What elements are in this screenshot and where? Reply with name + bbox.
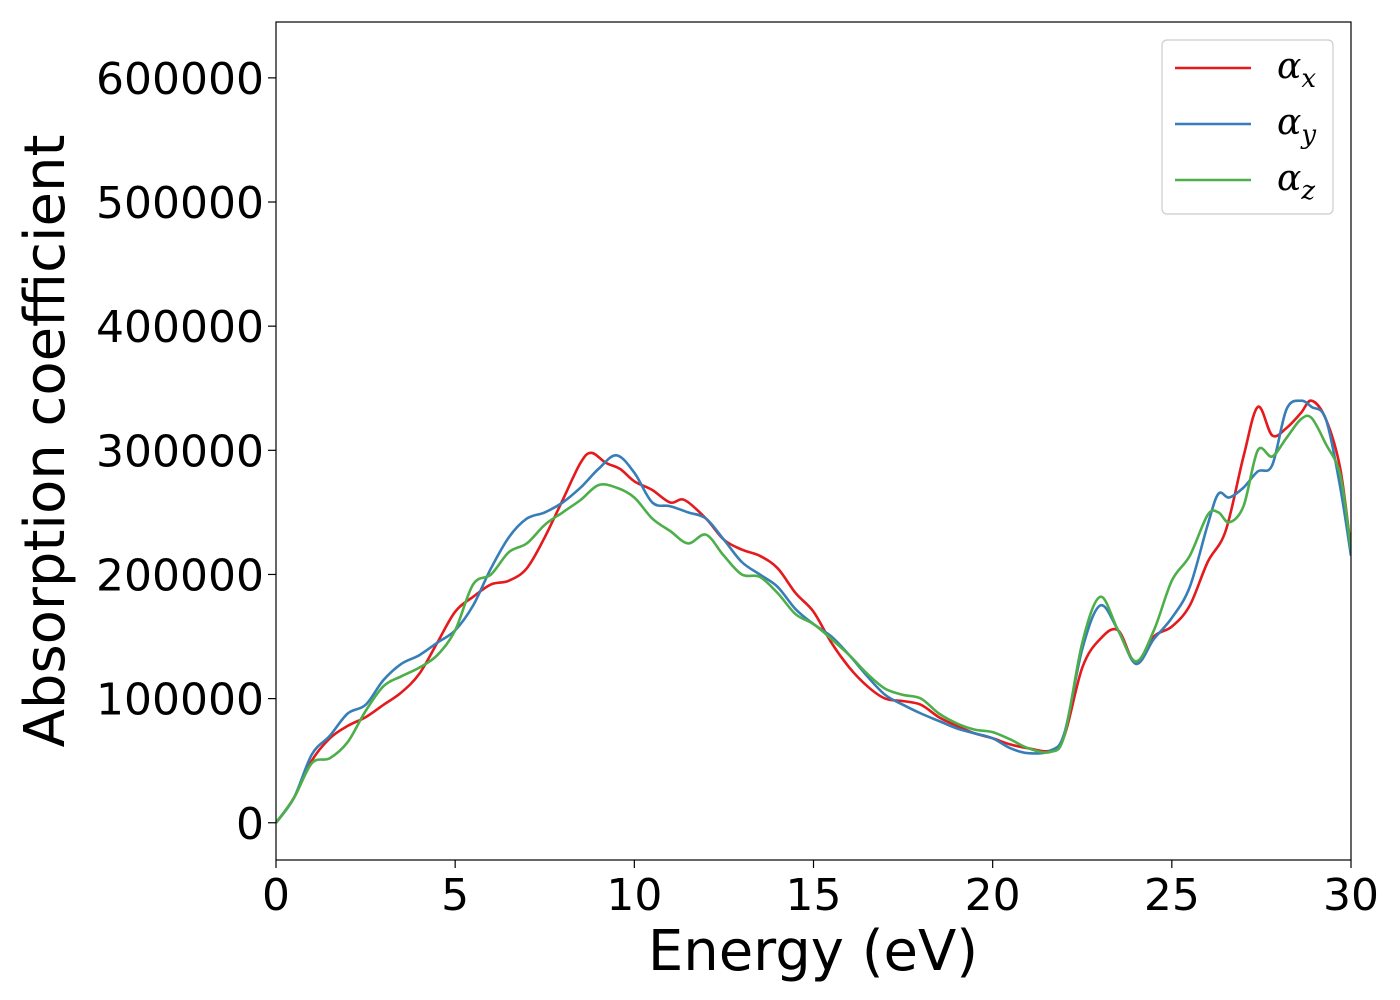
y-tick-label: 0 <box>236 799 264 850</box>
y-axis-label: Absorption coefficient <box>13 135 78 748</box>
x-axis-label: Energy (eV) <box>648 919 978 984</box>
y-tick-label: 600000 <box>96 54 264 105</box>
series-line-z <box>276 414 1351 824</box>
y-tick-label: 100000 <box>96 675 264 726</box>
y-tick-label: 300000 <box>96 426 264 477</box>
x-tick-label: 15 <box>786 870 842 921</box>
legend-label-subscript: x <box>1301 64 1316 94</box>
legend-box <box>1161 39 1334 215</box>
x-tick-label: 10 <box>606 870 662 921</box>
x-tick-label: 5 <box>441 870 469 921</box>
legend-label-symbol: α <box>1277 102 1301 143</box>
legend-label-z: αz <box>1277 158 1315 206</box>
x-tick-label: 30 <box>1323 870 1379 921</box>
x-tick-label: 0 <box>262 870 290 921</box>
legend-label-subscript: z <box>1300 176 1315 206</box>
x-axis-ticks: 0 5 10 15 20 25 30 <box>262 860 1379 921</box>
legend-label-symbol: α <box>1277 46 1301 87</box>
x-tick-label: 20 <box>965 870 1021 921</box>
legend-label-symbol: α <box>1277 158 1301 199</box>
legend-label-y: αy <box>1277 102 1316 150</box>
legend-label-subscript: y <box>1300 120 1316 150</box>
y-tick-label: 400000 <box>96 302 264 353</box>
legend-label-x: αx <box>1277 46 1316 94</box>
series-layer <box>276 399 1351 824</box>
x-tick-label: 25 <box>1144 870 1200 921</box>
y-axis-ticks: 0 100000 200000 300000 400000 500000 600000 <box>96 54 276 850</box>
y-tick-label: 500000 <box>96 178 264 229</box>
y-tick-label: 200000 <box>96 550 264 601</box>
